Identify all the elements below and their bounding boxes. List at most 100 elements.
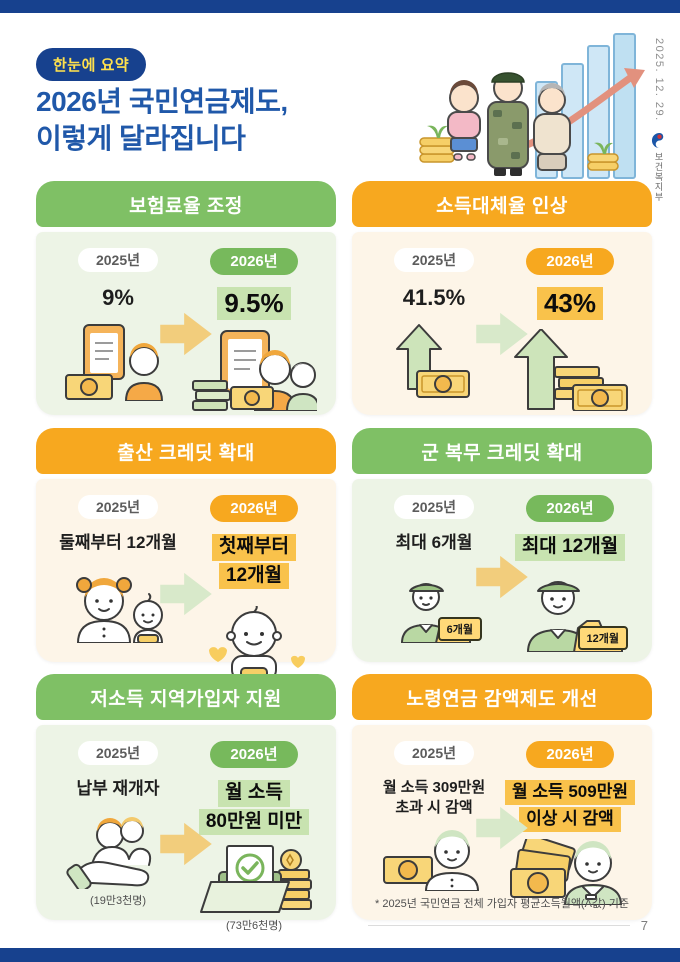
card-military-credit-title: 군 복무 크레딧 확대 [352,428,652,474]
card-premium-rate: 보험료율 조정 2025년 9% [36,181,336,415]
before-value: 월 소득 309만원 초과 시 감액 [383,778,485,817]
card-old-age-pension-title: 노령연금 감액제도 개선 [352,674,652,720]
transition-arrow-icon [476,556,528,599]
after-column: 2026년 43% [502,248,638,411]
after-value: 최대 12개월 [514,534,626,561]
year-pill-2026: 2026년 [526,741,614,768]
before-column: 2025년 41.5% [366,248,502,411]
mother-baby-icon [76,577,163,644]
year-pill-2026: 2026년 [526,495,614,522]
card-birth-credit-title: 출산 크레딧 확대 [36,428,336,474]
year-pill-2025: 2025년 [393,495,475,519]
after-value-line2: 80만원 미만 [198,808,310,836]
before-value: 9% [102,285,134,310]
summary-badge: 한눈에 요약 [36,48,147,81]
card-old-age-pension: 노령연금 감액제도 개선 2025년 월 소득 309만원 초과 시 감액 [352,674,652,920]
year-pill-2026: 2026년 [526,248,614,275]
after-value-line1: 월 소득 509만원 [504,780,635,805]
footer-divider [368,925,630,926]
before-illustration [64,317,172,401]
ministry-logo-block: 보건복지부 [651,132,668,202]
year-pill-2026: 2026년 [210,741,298,768]
card-low-income-support-title: 저소득 지역가입자 지원 [36,674,336,720]
after-column: 2026년 첫째부터 12개월 [186,495,322,681]
before-value: 납부 재개자 [76,779,160,798]
after-value-line2: 이상 시 감액 [519,806,621,832]
after-column: 2026년 최대 12개월 12개월 [502,495,638,652]
year-pill-2026: 2026년 [210,248,298,275]
after-value: 9.5% [217,287,291,320]
year-pill-2025: 2025년 [77,248,159,272]
before-value-line1: 월 소득 309만원 [382,779,486,796]
hand-holding-people-icon [66,817,152,890]
after-column: 2026년 9.5% [186,248,322,411]
side-meta: 2025. 12. 29. 보건복지부 [646,38,672,202]
before-value-line2: 초과 시 감액 [395,798,473,816]
card-military-credit: 군 복무 크레딧 확대 2025년 최대 6개월 [352,428,652,662]
ministry-logo-icon [651,132,663,148]
after-folder-tag: 12개월 [577,625,628,650]
card-birth-credit: 출산 크레딧 확대 2025년 둘째부터 12개월 [36,428,336,681]
after-illustration [509,327,631,411]
card-income-replacement-title: 소득대체율 인상 [352,181,652,227]
folder-check-coins-icon [200,845,312,914]
after-column: 2026년 월 소득 80만원 미만 [186,741,322,933]
year-pill-2026: 2026년 [210,495,298,522]
before-illustration [66,805,170,890]
year-pill-2025: 2025년 [393,741,475,765]
publish-date: 2025. 12. 29. [653,38,665,122]
transition-arrow-icon [160,822,212,865]
before-value: 최대 6개월 [395,533,473,552]
before-folder-tag: 6개월 [437,617,482,642]
after-value-line2: 12개월 [218,562,290,590]
page-title-line1: 2026년 국민연금제도, [36,86,288,117]
transition-arrow-icon [160,312,212,356]
grandmother-figure-icon [533,83,571,171]
after-illustration: 12개월 [510,568,630,652]
before-illustration [389,317,479,401]
coin-sprout-right-icon [587,142,619,171]
card-low-income-support: 저소득 지역가입자 지원 2025년 납부 재개자 [36,674,336,932]
before-column: 2025년 9% [50,248,186,411]
top-navy-bar [0,0,680,13]
after-value-line1: 월 소득 [218,780,290,807]
after-illustration [195,842,313,914]
workers-clipboard-money-icon [192,330,317,411]
transition-arrow-icon [476,312,528,356]
before-value: 둘째부터 12개월 [59,533,177,552]
year-pill-2025: 2025년 [77,741,159,765]
hero-illustration [419,33,645,179]
card-premium-rate-title: 보험료율 조정 [36,181,336,227]
after-column: 2026년 월 소득 509만원 이상 시 감액 [502,741,638,905]
girl-figure-icon [447,80,481,161]
card-income-replacement: 소득대체율 인상 2025년 41.5% 20 [352,181,652,415]
after-footnote: (73만6천명) [225,920,283,933]
before-value: 41.5% [402,285,466,310]
before-footnote: (19만3천명) [89,895,147,908]
before-column: 2025년 납부 재개자 (19만3천명) [50,741,186,933]
after-value-line1: 첫째부터 [212,534,296,561]
transition-arrow-icon [160,572,212,615]
year-pill-2025: 2025년 [393,248,475,272]
money-up-small-icon [396,324,470,398]
after-value: 43% [536,287,604,320]
card-footnote: * 2025년 국민연금 전체 가입자 평균소득월액(A값) 기준 [374,898,630,910]
before-column: 2025년 둘째부터 12개월 [50,495,186,680]
ministry-name: 보건복지부 [653,151,664,202]
coin-sprout-left-icon [419,125,455,163]
before-column: 2025년 월 소득 309만원 초과 시 감액 [366,741,502,905]
page-title: 2026년 국민연금제도, 이렇게 달라집니다 [36,84,288,158]
after-illustration [199,596,309,681]
money-up-large-icon [514,329,628,411]
senior-banknote-icon [383,830,479,891]
year-pill-2025: 2025년 [77,495,159,519]
soldier-figure-icon [487,72,529,176]
senior-banknotes-icon [510,838,622,905]
bottom-navy-bar [0,948,680,962]
baby-hearts-icon [209,606,305,681]
after-illustration [509,838,631,905]
before-illustration [382,823,486,891]
before-illustration [64,559,172,644]
worker-clipboard-icon [65,324,163,401]
after-illustration [191,327,317,411]
